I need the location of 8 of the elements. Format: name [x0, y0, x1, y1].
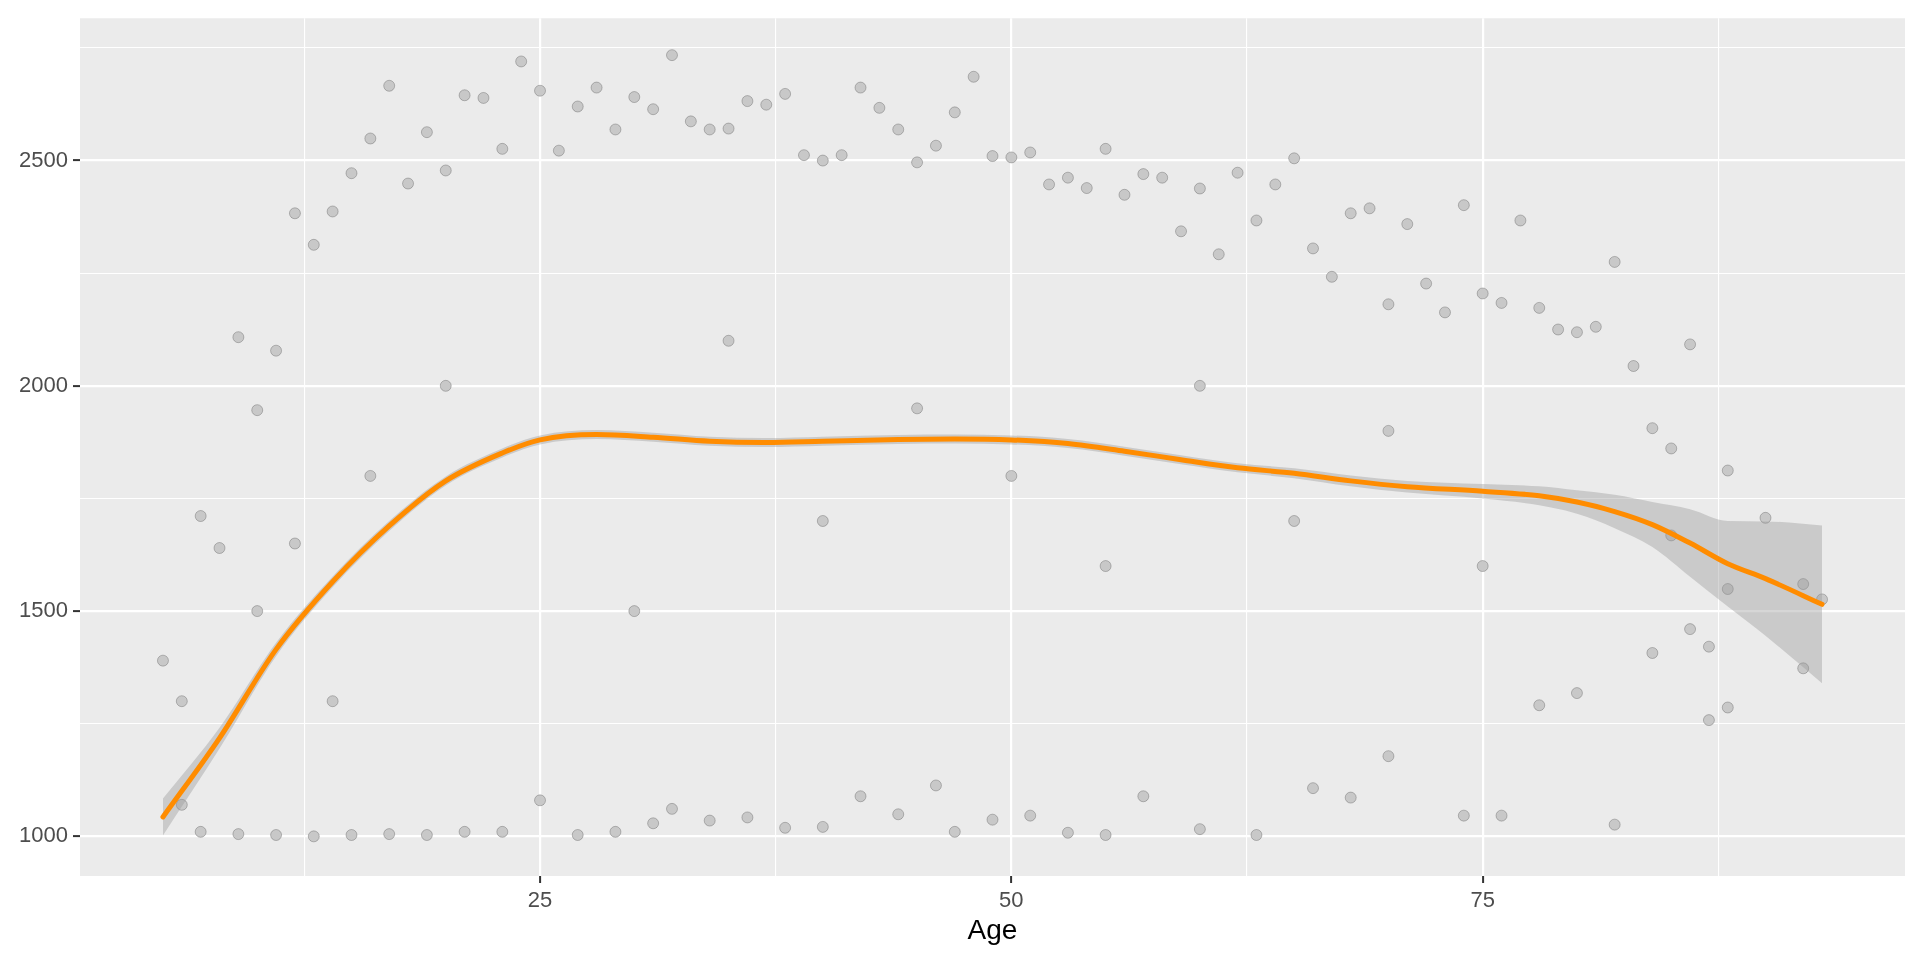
x-tick-label: 25	[527, 887, 553, 913]
x-tick-label: 75	[1470, 887, 1495, 913]
x-tick-label: 50	[999, 887, 1024, 913]
y-tick-label: 1000	[19, 822, 68, 848]
y-tick-label: 1500	[19, 597, 68, 623]
x-axis-title: Age	[967, 913, 1018, 945]
y-tick-label: 2000	[19, 371, 68, 397]
y-tick-label: 2500	[19, 146, 68, 172]
